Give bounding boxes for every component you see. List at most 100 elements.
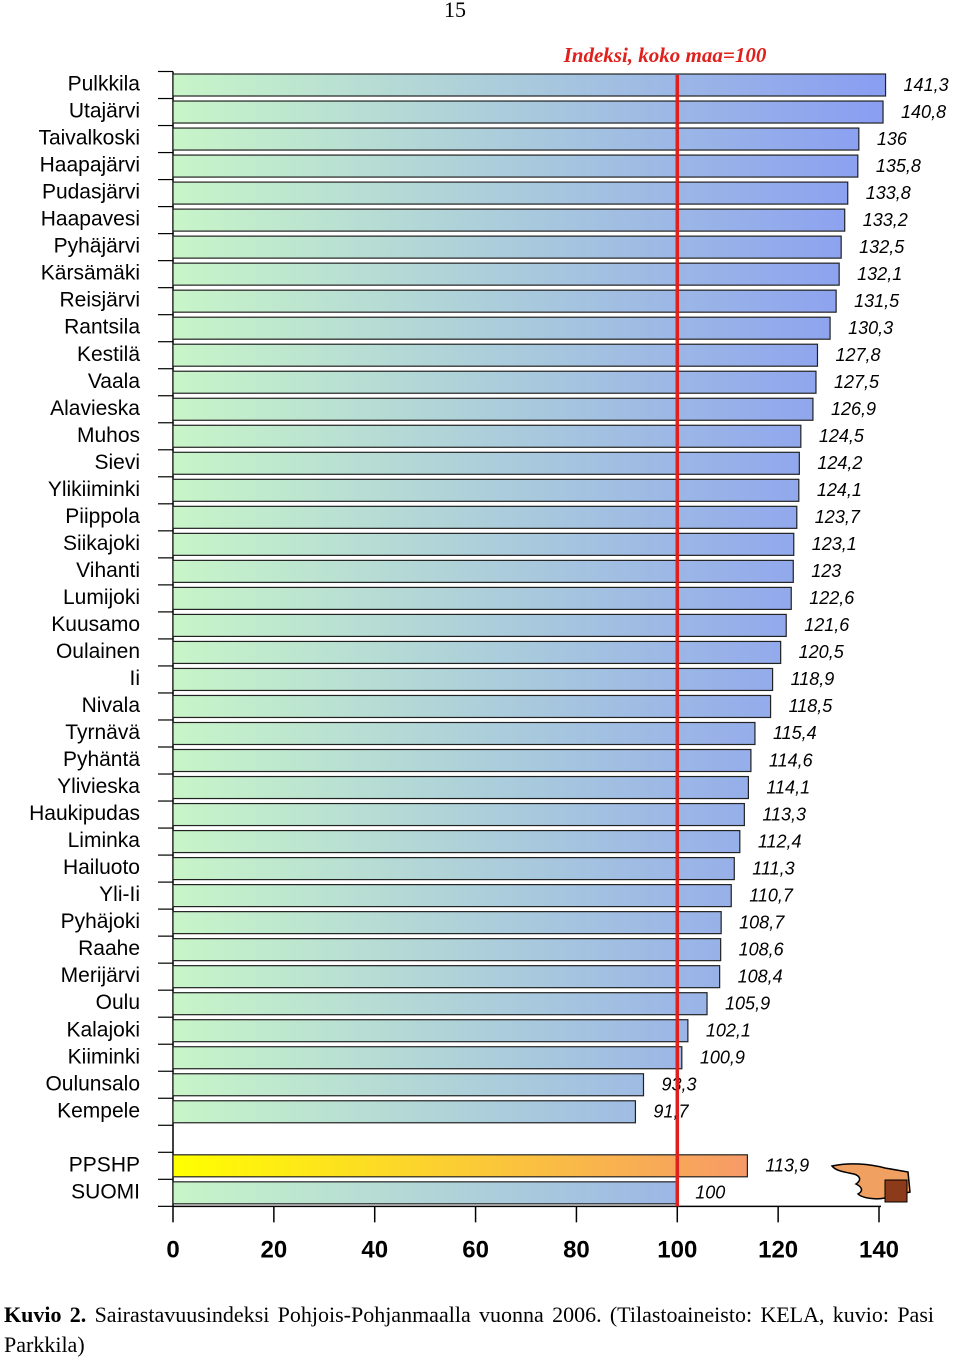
value-label: 123,7 <box>815 507 861 527</box>
category-label: Kestilä <box>77 343 140 366</box>
category-label: Pyhäjärvi <box>54 235 140 258</box>
value-label: 118,9 <box>791 669 835 689</box>
category-label: Haapavesi <box>41 208 140 231</box>
bar <box>172 667 774 692</box>
bar <box>172 262 840 286</box>
bar <box>172 424 802 448</box>
bar <box>172 613 787 638</box>
bar <box>172 586 792 610</box>
category-label: Hailuoto <box>63 856 140 879</box>
pointing-hand <box>830 1163 911 1203</box>
value-label: 135,8 <box>876 156 921 176</box>
bar <box>172 938 722 962</box>
x-tick-label: 120 <box>758 1237 798 1264</box>
value-label: 108,7 <box>739 912 785 932</box>
bar <box>172 235 842 259</box>
category-label: Haapajärvi <box>40 154 140 177</box>
value-label: 131,5 <box>854 291 900 311</box>
value-label: 133,8 <box>866 183 911 203</box>
value-label: 113,9 <box>765 1156 809 1176</box>
category-label: Kuusamo <box>51 613 140 636</box>
value-label: 113,3 <box>762 804 806 824</box>
category-label: Pyhäntä <box>63 748 140 771</box>
value-label: 130,3 <box>848 318 893 338</box>
bar <box>172 775 749 800</box>
value-label: 132,1 <box>857 264 902 284</box>
category-label: Taivalkoski <box>38 127 140 150</box>
category-label: Alavieska <box>50 397 140 420</box>
value-label: 140,8 <box>901 102 946 122</box>
value-label: 100,9 <box>700 1047 745 1067</box>
category-label: Piippola <box>65 505 140 528</box>
category-label: Nivala <box>82 694 141 717</box>
value-label: 102,1 <box>706 1020 751 1040</box>
category-label: Ii <box>130 667 141 690</box>
bar <box>172 181 849 205</box>
value-label: 126,9 <box>831 399 876 419</box>
value-label: 114,1 <box>766 777 810 797</box>
bar <box>172 1154 748 1178</box>
x-tick-label: 0 <box>166 1237 179 1264</box>
category-label: Vihanti <box>76 559 140 582</box>
bar <box>172 856 735 881</box>
value-label: 127,5 <box>834 372 880 392</box>
value-label: 112,4 <box>758 831 802 851</box>
value-label: 118,5 <box>789 696 834 716</box>
value-label: 132,5 <box>859 237 905 257</box>
category-label: Siikajoki <box>63 532 140 555</box>
value-label: 127,8 <box>835 345 880 365</box>
bar <box>172 829 741 854</box>
bar <box>172 1019 689 1043</box>
category-label: Tyrnävä <box>65 721 140 744</box>
bar <box>172 748 752 773</box>
x-tick-label: 80 <box>563 1237 590 1264</box>
category-label: Oulu <box>96 991 140 1014</box>
category-label: Sievi <box>94 451 140 474</box>
bar <box>172 316 831 340</box>
value-label: 114,6 <box>769 750 814 770</box>
page-number: 15 <box>444 0 466 22</box>
category-label: SUOMI <box>71 1180 140 1203</box>
category-label: Oulainen <box>56 640 140 663</box>
value-label: 115,4 <box>773 723 817 743</box>
category-label: Yli-Ii <box>99 883 140 906</box>
bar <box>172 343 819 367</box>
bar <box>172 992 708 1016</box>
x-tick-label: 100 <box>657 1237 697 1264</box>
value-label: 100 <box>695 1183 725 1203</box>
caption-label: Kuvio 2. <box>4 1302 87 1327</box>
value-label: 111,3 <box>752 858 794 878</box>
caption: Kuvio 2. Sairastavuusindeksi Pohjois-Poh… <box>4 1300 934 1360</box>
bar <box>172 1100 637 1124</box>
category-label: Kempele <box>57 1099 140 1122</box>
bar <box>172 478 800 502</box>
bar <box>172 559 794 583</box>
category-label: Vaala <box>88 370 140 393</box>
category-label: Ylivieska <box>57 775 140 798</box>
value-label: 136 <box>877 129 908 149</box>
value-label: 108,4 <box>738 966 783 986</box>
bar <box>172 100 884 124</box>
bar <box>172 1046 683 1070</box>
category-label: Oulunsalo <box>45 1072 140 1095</box>
bar <box>172 127 860 151</box>
bar <box>172 397 814 421</box>
bar <box>172 73 887 97</box>
value-label: 121,6 <box>804 615 850 635</box>
category-label: Kärsämäki <box>41 262 140 285</box>
category-label: Ylikiiminki <box>48 478 140 501</box>
category-label: PPSHP <box>69 1153 140 1176</box>
value-label: 123 <box>811 561 841 581</box>
value-label: 124,5 <box>819 426 865 446</box>
category-label: Haukipudas <box>29 802 140 825</box>
bar <box>172 289 837 313</box>
bar <box>172 370 817 394</box>
category-label: Pulkkila <box>68 73 141 96</box>
category-label: Rantsila <box>64 316 140 339</box>
bar <box>172 1073 645 1097</box>
x-tick-label: 140 <box>859 1237 899 1264</box>
bar <box>172 154 859 178</box>
value-label: 105,9 <box>725 993 770 1013</box>
bar <box>172 911 722 935</box>
bar <box>172 532 795 556</box>
